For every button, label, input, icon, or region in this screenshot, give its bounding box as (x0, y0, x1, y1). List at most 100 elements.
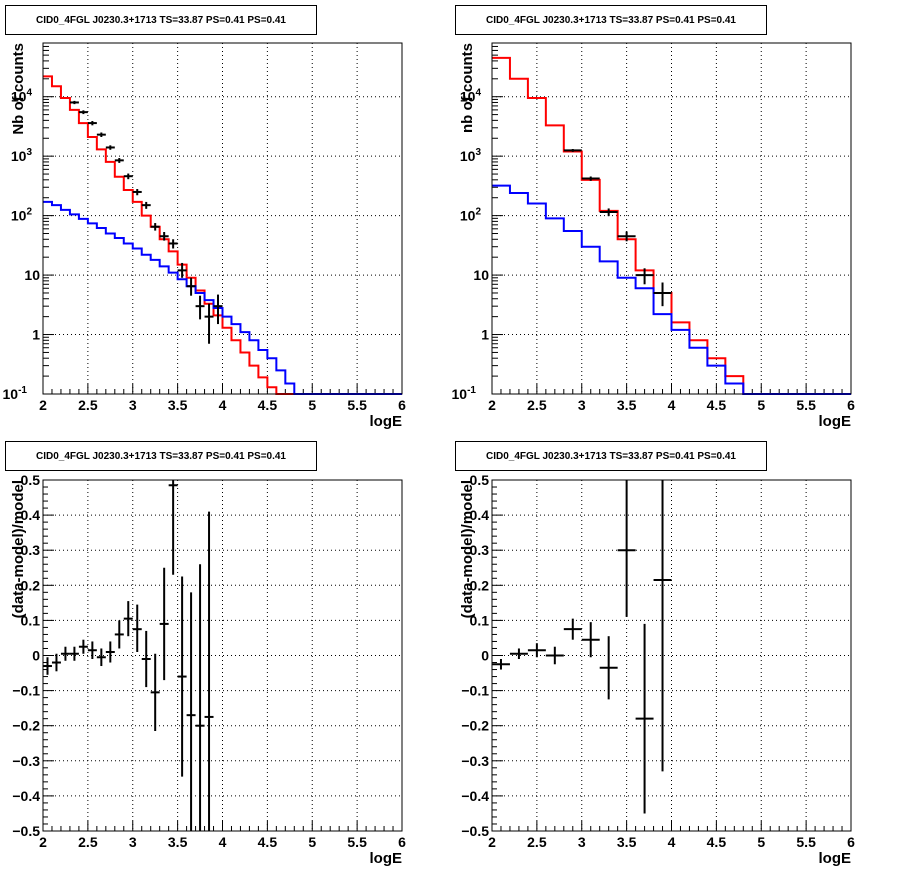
x-tick-label: 5.5 (347, 397, 367, 413)
data-point (635, 623, 654, 814)
data-point (141, 201, 151, 209)
y-tick-label: −0.5 (12, 823, 40, 839)
plot-frame (491, 42, 852, 395)
x-tick-label: 2.5 (527, 397, 547, 413)
data-point (492, 659, 510, 670)
x-tick-label: 3.5 (168, 397, 188, 413)
y-tick-label: 10-1 (452, 385, 477, 402)
data-point (204, 511, 214, 831)
data-point (132, 189, 142, 196)
y-tick-label: 103 (460, 147, 482, 164)
x-tick-label: 3.5 (168, 834, 188, 850)
x-axis-title: logE (819, 850, 852, 867)
y-tick-label: −0.4 (461, 788, 489, 804)
y-tick-label: −0.1 (461, 683, 489, 699)
y-tick-label: 0.4 (470, 507, 490, 523)
data-point (186, 277, 196, 296)
data-point (509, 648, 528, 660)
x-tick-label: 2 (39, 834, 47, 850)
x-tick-label: 6 (847, 834, 855, 850)
pad-top-right: CID0_4FGL J0230.3+1713 TS=33.87 PS=0.41 … (449, 0, 898, 437)
x-axis-title: logE (819, 413, 852, 430)
x-tick-label: 5.5 (796, 397, 816, 413)
x-tick-label: 2 (39, 397, 47, 413)
x-tick-label: 4 (219, 834, 227, 850)
y-tick-label: −0.1 (12, 683, 40, 699)
residual-chart-left: 2 2.5 3 3.5 4 4.5 5 5.5 6 −0.5 −0.4 −0.3 −0.2 −0.1 0 0.… (10, 472, 406, 867)
data-point (581, 176, 600, 181)
y-tick-label: 10 (24, 267, 40, 283)
x-tick-label: 3 (578, 834, 586, 850)
x-tick-label: 5 (308, 834, 316, 850)
data-point (150, 223, 160, 231)
y-tick-label: 10 (473, 267, 489, 283)
y-tick-label: 0.2 (21, 577, 41, 593)
x-tick-label: 6 (847, 397, 855, 413)
x-tick-label: 4.5 (258, 834, 278, 850)
x-tick-label: 6 (398, 397, 406, 413)
x-tick-label: 2.5 (78, 834, 98, 850)
x-tick-label: 5.5 (796, 834, 816, 850)
data-point (105, 641, 115, 663)
model-component-histogram (43, 200, 402, 395)
chart-title: CID0_4FGL J0230.3+1713 TS=33.87 PS=0.41 … (5, 441, 317, 471)
data-point (60, 646, 70, 661)
y-tick-label: 0.5 (470, 472, 490, 488)
y-tick-label: 0.1 (470, 612, 490, 628)
chart-title: CID0_4FGL J0230.3+1713 TS=33.87 PS=0.41 … (455, 5, 767, 35)
data-point (87, 121, 97, 126)
data-point (599, 636, 618, 700)
x-tick-label: 3.5 (617, 397, 637, 413)
data-point (635, 268, 654, 285)
x-tick-label: 5 (757, 397, 765, 413)
y-tick-label: 102 (11, 207, 33, 224)
data-point (114, 158, 124, 163)
data-point (78, 639, 88, 654)
x-tick-label: 4 (668, 397, 676, 413)
x-tick-label: 6 (398, 834, 406, 850)
x-axis-title: logE (370, 413, 403, 430)
data-point (114, 620, 124, 649)
x-tick-label: 3.5 (617, 834, 637, 850)
data-point (617, 231, 636, 242)
data-point (87, 641, 97, 660)
pad-bottom-right: CID0_4FGL J0230.3+1713 TS=33.87 PS=0.41 … (449, 437, 898, 875)
x-tick-label: 5 (757, 834, 765, 850)
data-point (43, 657, 52, 675)
data-point (51, 653, 61, 672)
y-tick-label: −0.3 (461, 753, 489, 769)
y-axis-title: (data-model)/model (459, 480, 476, 618)
x-tick-label: 2.5 (78, 397, 98, 413)
x-tick-label: 4 (219, 397, 227, 413)
chart-title: CID0_4FGL J0230.3+1713 TS=33.87 PS=0.41 … (5, 5, 317, 35)
data-point (105, 145, 115, 150)
y-tick-label: 102 (460, 207, 482, 224)
data-point (132, 604, 142, 652)
x-tick-label: 2 (488, 834, 496, 850)
data-point (195, 564, 205, 831)
y-tick-label: 0.5 (21, 472, 41, 488)
x-tick-label: 3 (129, 397, 137, 413)
data-point (159, 232, 169, 241)
data-point (78, 110, 88, 115)
y-tick-label: −0.3 (12, 753, 40, 769)
data-point (563, 148, 582, 152)
x-axis-title: logE (370, 850, 403, 867)
plot-frame (491, 479, 852, 832)
y-axis-title: Nb of counts (10, 43, 27, 135)
y-tick-label: −0.2 (461, 718, 489, 734)
x-tick-label: 4 (668, 834, 676, 850)
data-point (195, 295, 205, 320)
residual-chart-right: 2 2.5 3 3.5 4 4.5 5 5.5 6 −0.5 −0.4 −0.3 −0.2 −0.1 0 0.… (459, 472, 855, 867)
data-point (141, 630, 151, 688)
y-axis-title: nb of counts (459, 43, 476, 133)
data-point (617, 480, 636, 617)
pad-bottom-left: CID0_4FGL J0230.3+1713 TS=33.87 PS=0.41 … (0, 437, 449, 875)
x-tick-label: 5 (308, 397, 316, 413)
data-point (545, 646, 564, 665)
x-tick-label: 3 (578, 397, 586, 413)
plot-frame (42, 479, 403, 832)
x-tick-label: 4.5 (258, 397, 278, 413)
y-tick-label: 0.4 (21, 507, 41, 523)
chart-title: CID0_4FGL J0230.3+1713 TS=33.87 PS=0.41 … (455, 441, 767, 471)
